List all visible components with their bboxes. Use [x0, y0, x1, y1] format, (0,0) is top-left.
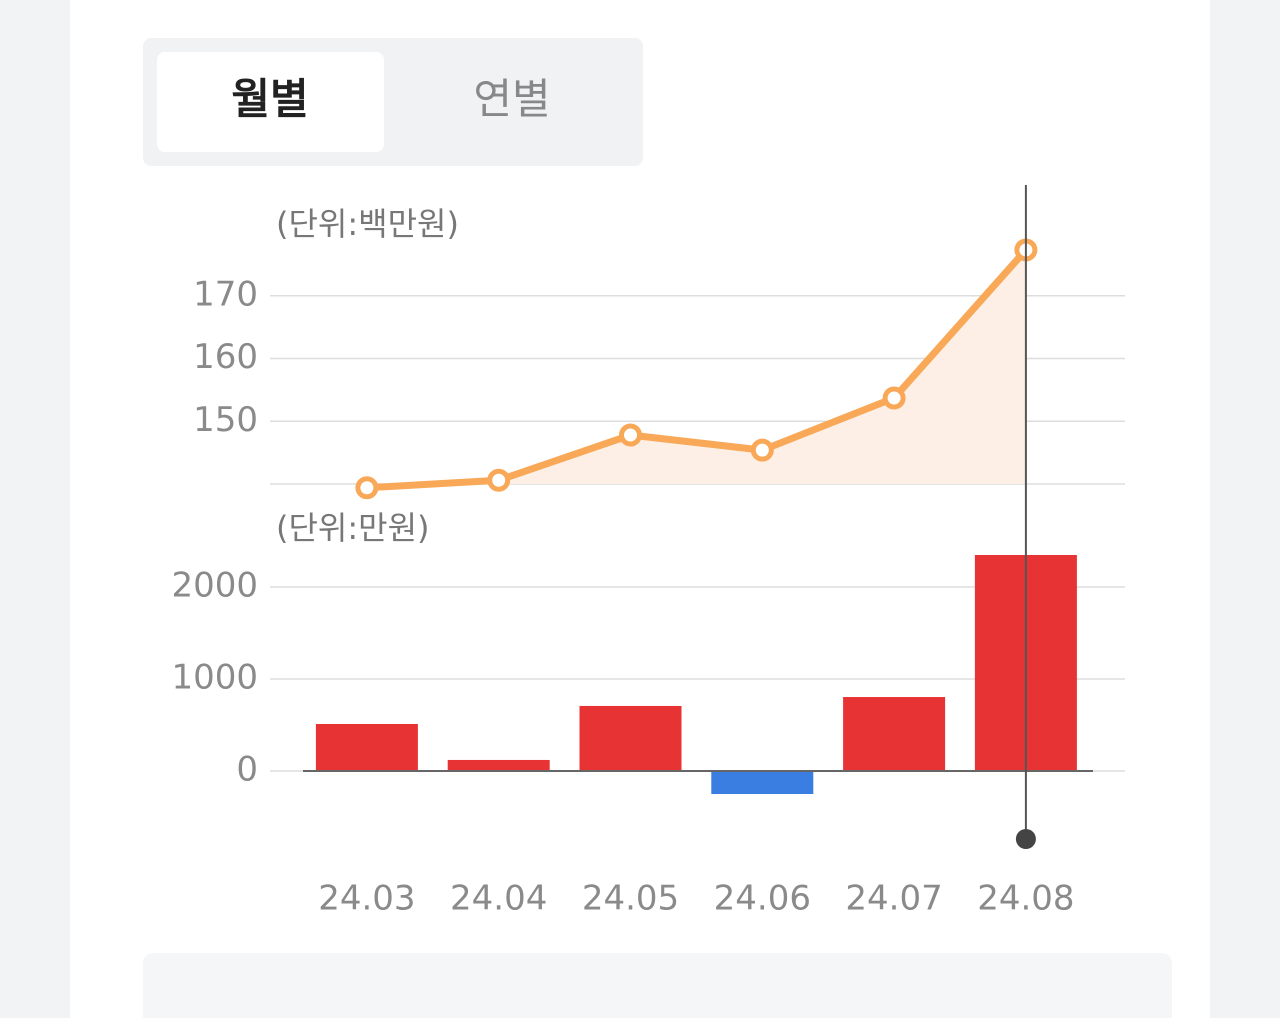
point	[750, 438, 774, 462]
y-tick-label: 0	[236, 750, 258, 790]
y-tick-label: 2000	[171, 566, 258, 606]
unit-label: (단위:백만원)	[276, 205, 459, 243]
bar	[447, 759, 550, 771]
bar	[711, 771, 814, 794]
point	[355, 476, 379, 500]
bar	[315, 723, 418, 771]
unit-label: (단위:만원)	[276, 509, 430, 547]
x-tick-label: 24.03	[318, 879, 415, 919]
area	[366, 249, 1026, 488]
tab-monthly[interactable]: 월별	[231, 75, 308, 124]
x-tick-label: 24.05	[582, 879, 679, 919]
x-tick-label: 24.06	[714, 879, 811, 919]
tab-active-bg[interactable]	[157, 52, 384, 152]
bottom-panel	[143, 953, 1172, 1018]
tab-yearly[interactable]: 연별	[473, 75, 550, 124]
x-tick-label: 24.04	[450, 879, 547, 919]
y-tick-label: 160	[193, 337, 258, 377]
point	[882, 386, 906, 410]
x-tick-label: 24.08	[977, 879, 1074, 919]
x-tick-label: 24.07	[845, 879, 942, 919]
point	[619, 423, 642, 447]
y-tick-label: 1000	[171, 658, 258, 698]
bar	[843, 697, 946, 771]
y-tick-label: 170	[193, 274, 258, 314]
point	[487, 468, 511, 492]
bar	[579, 705, 682, 771]
line	[366, 247, 1029, 492]
card	[70, 0, 1210, 1018]
cursor-dot	[1015, 829, 1036, 849]
y-tick-label: 150	[193, 400, 258, 440]
